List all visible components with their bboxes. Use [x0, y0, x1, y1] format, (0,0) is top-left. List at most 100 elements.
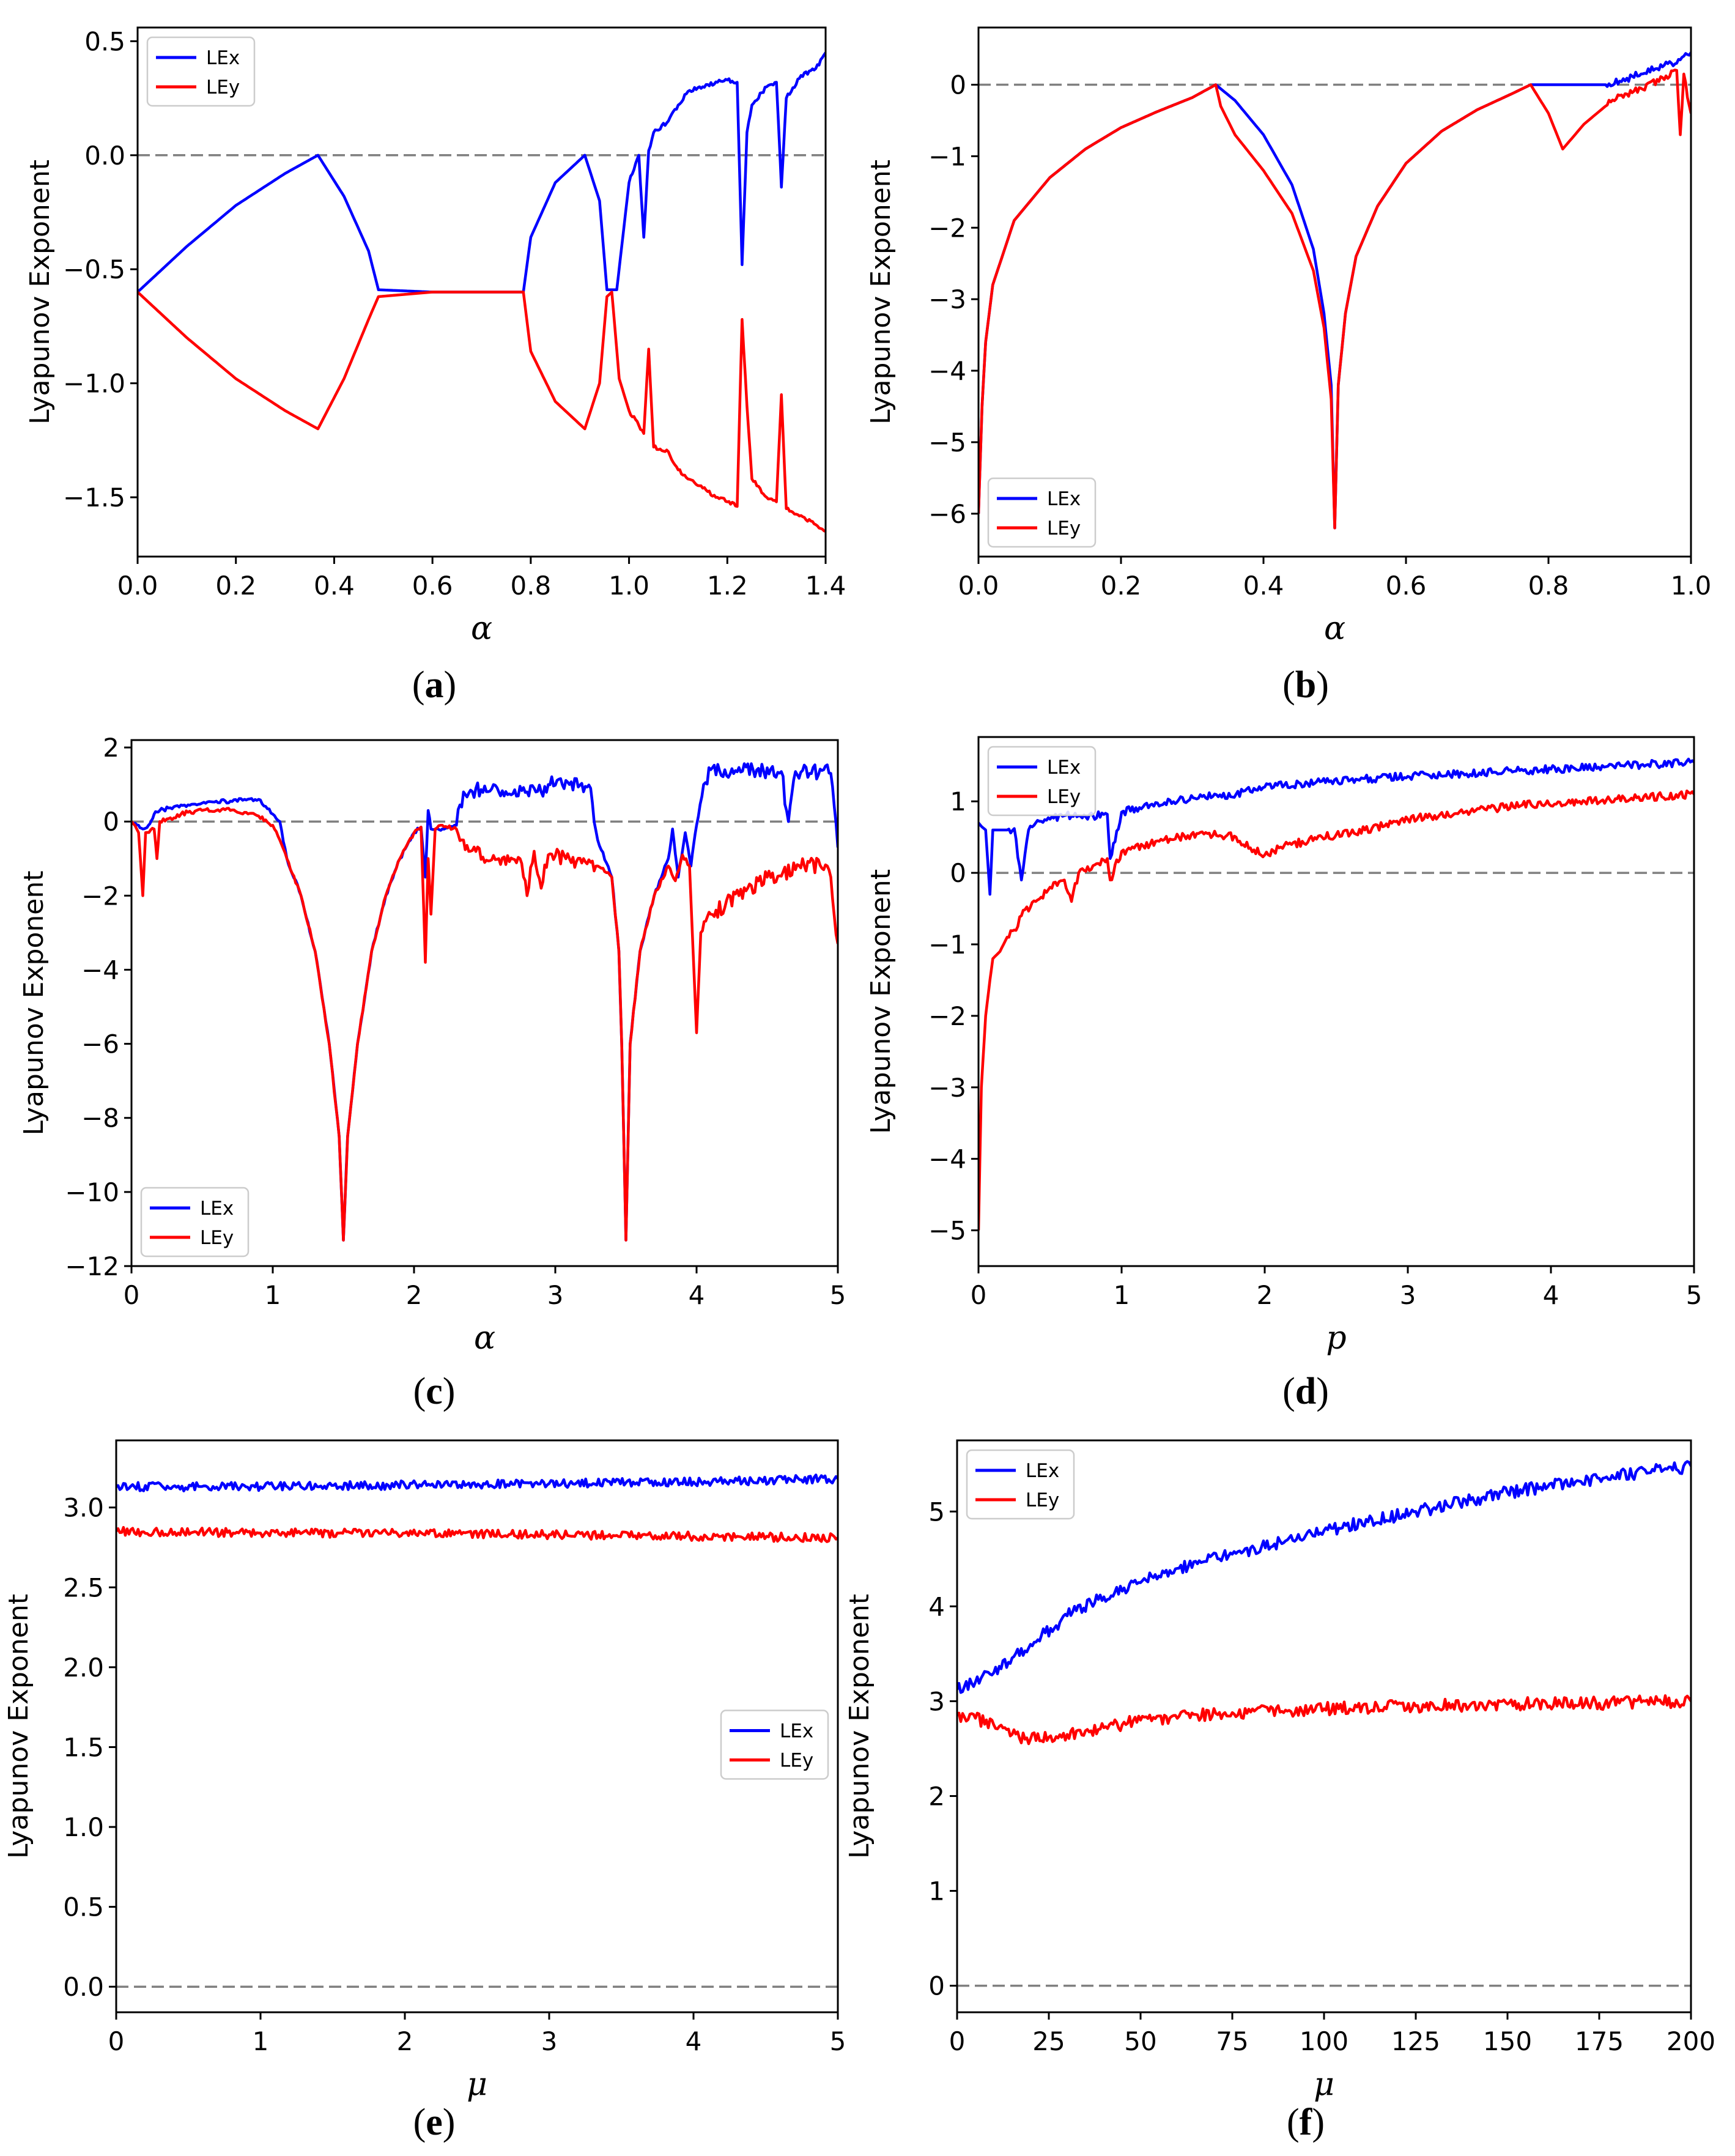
x-tick-label: 3	[547, 1280, 564, 1310]
y-tick-label: 4	[928, 1591, 945, 1621]
series-line-lex	[131, 762, 838, 1242]
series-line-lex	[978, 757, 1694, 896]
chart-a: 0.0 0.2 0.4 0.6 0.8 1.0 1.2 1.4 0.5 0.0 −0.5 −1.0 −1…	[24, 26, 846, 647]
x-axis-label: μ	[467, 2066, 487, 2103]
legend-label-ley: LEy	[1026, 1489, 1059, 1511]
x-tick-label: 50	[1124, 2026, 1156, 2056]
x-tick-label: 1	[1114, 1280, 1130, 1310]
y-tick-label: 1	[928, 1876, 945, 1906]
y-axis-label: Lyapunov Exponent	[24, 160, 56, 424]
x-axis-label: α	[1324, 610, 1345, 647]
x-tick-label: 150	[1483, 2026, 1532, 2056]
y-tick-label: 5	[928, 1497, 945, 1527]
caption-c: (c)	[413, 1371, 456, 1412]
chart-f: 0 25 50 75 100 125 150 175 200 5 4 3 2 1 0 μ Lyapunov Ex…	[844, 1439, 1715, 2103]
x-tick-label: 3	[1400, 1280, 1416, 1310]
y-tick-label: −1.5	[63, 483, 125, 513]
x-tick-label: 200	[1667, 2026, 1715, 2056]
legend-label-lex: LEx	[780, 1721, 813, 1743]
x-tick-label: 5	[1686, 1280, 1703, 1310]
caption-d: (d)	[1282, 1371, 1329, 1412]
x-tick-label: 1.0	[609, 571, 649, 601]
y-axis-label: Lyapunov Exponent	[18, 871, 50, 1136]
x-tick-label: 1.4	[805, 571, 846, 601]
x-axis-label: α	[471, 610, 492, 647]
legend-box	[966, 1449, 1075, 1520]
y-tick-label: 2.5	[63, 1573, 104, 1602]
legend: LEx LEy	[146, 36, 256, 107]
axes-frame	[956, 1439, 1692, 2013]
y-tick-label: 0.5	[63, 1892, 104, 1922]
legend-label-ley: LEy	[200, 1227, 234, 1249]
x-tick-label: 1	[265, 1280, 281, 1310]
y-axis-label: Lyapunov Exponent	[865, 869, 897, 1134]
y-tick-label: −12	[65, 1251, 119, 1281]
y-tick-label: −6	[81, 1029, 119, 1059]
series-line-ley	[957, 1694, 1691, 1746]
y-tick-label: 0	[928, 1971, 945, 2001]
y-axis-label: Lyapunov Exponent	[3, 1594, 34, 1859]
y-axis-label: Lyapunov Exponent	[865, 160, 897, 424]
y-axis-label: Lyapunov Exponent	[844, 1594, 875, 1859]
y-tick-label: 0.0	[84, 141, 125, 171]
x-tick-label: 1	[253, 2026, 269, 2056]
axes-frame	[130, 739, 839, 1267]
caption-b: (b)	[1282, 664, 1329, 706]
y-tick-label: −10	[65, 1177, 119, 1207]
series-line-ley	[978, 789, 1694, 1231]
series-line-ley	[131, 807, 838, 1242]
x-tick-label: 0.6	[412, 571, 453, 601]
x-tick-label: 2	[397, 2026, 413, 2056]
y-tick-label: 0	[950, 858, 966, 888]
x-tick-label: 0.2	[1101, 571, 1142, 601]
series-line-lex	[957, 1460, 1691, 1694]
y-tick-label: 0.5	[84, 26, 125, 56]
x-tick-label: 100	[1300, 2026, 1348, 2056]
x-tick-label: 4	[1543, 1280, 1559, 1310]
x-tick-label: 5	[830, 1280, 846, 1310]
y-tick-label: 1.0	[63, 1812, 104, 1842]
x-tick-label: 125	[1391, 2026, 1440, 2056]
x-tick-label: 2	[406, 1280, 423, 1310]
x-tick-label: 0.8	[510, 571, 551, 601]
caption-f: (f)	[1287, 2102, 1325, 2143]
legend-label-ley: LEy	[206, 76, 240, 98]
x-tick-label: 0.6	[1386, 571, 1427, 601]
x-tick-label: 0	[124, 1280, 140, 1310]
y-tick-label: −2	[928, 213, 966, 243]
y-tick-label: 0	[950, 70, 966, 100]
x-tick-label: 175	[1575, 2026, 1624, 2056]
chart-c: 0 1 2 3 4 5 2 0 −2 −4 −6 −8 −10 −12 α Lyapunov Exponent…	[18, 733, 846, 1357]
series-line-ley	[116, 1525, 838, 1543]
y-tick-label: −1.0	[63, 369, 125, 399]
x-tick-label: 3	[541, 2026, 558, 2056]
y-tick-label: 1	[950, 787, 966, 817]
series-line-ley	[138, 291, 826, 533]
y-tick-label: −2	[81, 881, 119, 911]
legend-box	[140, 1187, 250, 1258]
y-tick-label: −1	[928, 930, 966, 960]
y-tick-label: 0.0	[63, 1972, 104, 2002]
legend-label-lex: LEx	[1026, 1460, 1059, 1482]
y-tick-label: 3.0	[63, 1493, 104, 1523]
y-tick-label: 2	[928, 1781, 945, 1811]
x-tick-label: 0	[949, 2026, 966, 2056]
axes-frame	[115, 1439, 839, 2013]
y-tick-label: 3	[928, 1686, 945, 1716]
x-tick-label: 0.0	[958, 571, 999, 601]
legend-label-lex: LEx	[1047, 757, 1081, 779]
x-tick-label: 5	[830, 2026, 846, 2056]
y-tick-label: −3	[928, 284, 966, 314]
y-tick-label: −0.5	[63, 254, 125, 284]
legend-box	[146, 36, 256, 107]
x-tick-label: 0.4	[314, 571, 355, 601]
caption-a: (a)	[412, 664, 457, 706]
x-tick-label: 0	[971, 1280, 987, 1310]
x-tick-label: 0.0	[117, 571, 158, 601]
x-tick-label: 2	[1257, 1280, 1273, 1310]
x-tick-label: 4	[689, 1280, 705, 1310]
y-tick-label: −4	[81, 955, 119, 985]
legend-box	[987, 477, 1097, 548]
